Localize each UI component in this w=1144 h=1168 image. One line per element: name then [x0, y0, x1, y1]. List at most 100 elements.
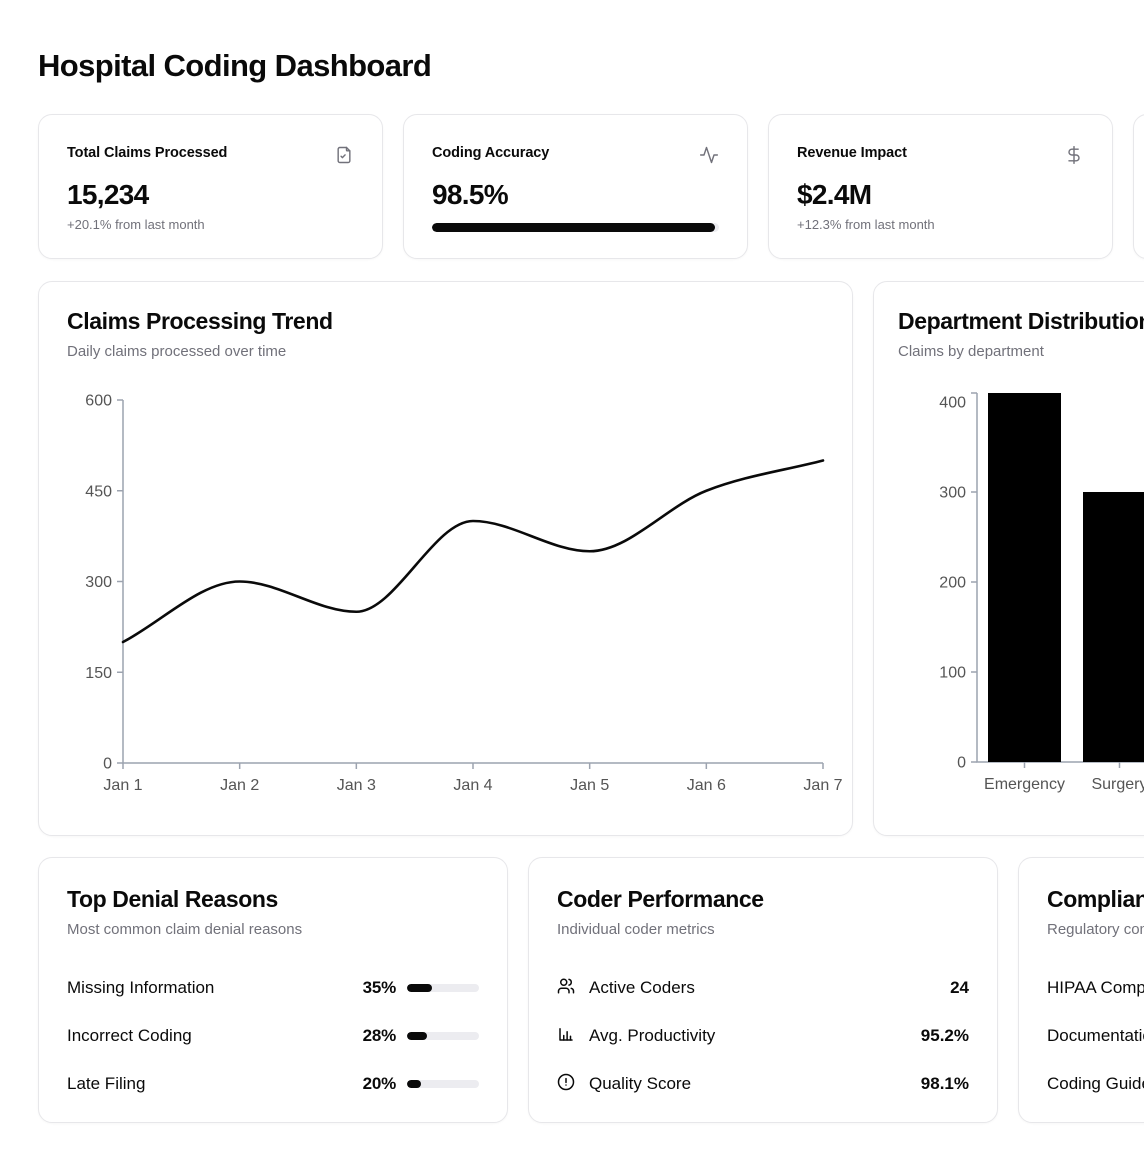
activity-icon — [699, 145, 719, 170]
coder-metric-label: Quality Score — [589, 1074, 692, 1093]
compliance-row: Documentation — [1047, 1012, 1144, 1060]
stat-value: 15,234 — [67, 179, 149, 210]
chart-row: Claims Processing Trend Daily claims pro… — [38, 281, 1144, 836]
stat-value: 98.5% — [432, 179, 509, 210]
svg-text:Jan 7: Jan 7 — [803, 777, 842, 794]
compliance-card: Compliance Status Regulatory compliance … — [1018, 857, 1144, 1123]
stat-card-header: Total Claims Processed — [67, 145, 354, 170]
denial-percent: 28% — [362, 1026, 397, 1045]
coder-performance-card: Coder Performance Individual coder metri… — [528, 857, 998, 1123]
top-denial-reasons-card: Top Denial Reasons Most common claim den… — [38, 857, 508, 1123]
card-title: Compliance Status — [1047, 886, 1144, 912]
coder-metric-left: Active Coders — [557, 977, 695, 1000]
svg-text:Jan 4: Jan 4 — [453, 777, 492, 794]
page-title: Hospital Coding Dashboard — [38, 48, 432, 83]
denial-row-value-group: 20% — [363, 1074, 479, 1094]
svg-text:450: 450 — [85, 483, 112, 500]
stat-card-coding-accuracy: Coding Accuracy 98.5% — [403, 114, 748, 259]
stat-card-total-claims: Total Claims Processed 15,234 +20.1% fro… — [38, 114, 383, 259]
stat-change: +12.3% from last month — [797, 217, 935, 232]
denial-reason-label: Incorrect Coding — [67, 1026, 192, 1045]
coder-metric-label: Avg. Productivity — [589, 1026, 716, 1045]
svg-text:Jan 1: Jan 1 — [103, 777, 142, 794]
svg-text:Surgery: Surgery — [1091, 776, 1144, 793]
compliance-row: Coding Guidelines — [1047, 1060, 1144, 1108]
claims-trend-card: Claims Processing Trend Daily claims pro… — [38, 281, 853, 836]
compliance-rows: HIPAA Compliance Documentation Coding Gu… — [1047, 964, 1144, 1108]
coder-metric-left: Avg. Productivity — [557, 1025, 715, 1048]
coder-metric-value: 98.1% — [920, 1074, 969, 1093]
svg-text:Jan 6: Jan 6 — [687, 777, 726, 794]
compliance-item-label: Coding Guidelines — [1047, 1074, 1144, 1093]
stat-card-header: Coding Accuracy — [432, 145, 719, 170]
denial-reason-label: Late Filing — [67, 1074, 146, 1093]
dashboard-page: Hospital Coding Dashboard Total Claims P… — [38, 48, 1144, 1123]
denial-progress-fill — [407, 1080, 422, 1088]
coder-metric-row: Quality Score 98.1% — [557, 1060, 969, 1108]
coder-rows: Active Coders 24 Avg. Productivity 95.2%… — [557, 964, 969, 1108]
coder-metric-value: 24 — [950, 978, 969, 997]
stat-value: $2.4M — [797, 179, 872, 210]
stat-card-row: Total Claims Processed 15,234 +20.1% fro… — [38, 114, 1144, 259]
stat-change: +20.1% from last month — [67, 217, 205, 232]
alert-circle-icon — [557, 1073, 575, 1096]
department-bar-chart: 0 100 200 300 400 Emergency Surgery — [939, 392, 1144, 793]
svg-text:Jan 5: Jan 5 — [570, 777, 609, 794]
compliance-item-label: Documentation — [1047, 1026, 1144, 1045]
denial-row: Incorrect Coding 28% — [67, 1012, 479, 1060]
bottom-card-row: Top Denial Reasons Most common claim den… — [38, 857, 1144, 1123]
stat-label: Revenue Impact — [797, 145, 907, 161]
compliance-item-label: HIPAA Compliance — [1047, 978, 1144, 997]
denial-percent: 35% — [362, 978, 397, 997]
denial-progress-fill — [407, 1032, 428, 1040]
chart-subtitle: Daily claims processed over time — [67, 343, 287, 360]
denial-progress-track — [407, 1080, 479, 1088]
stat-label: Total Claims Processed — [67, 145, 228, 161]
users-icon — [557, 977, 575, 1000]
card-subtitle: Individual coder metrics — [557, 921, 715, 938]
department-distribution-card: Department Distribution Claims by depart… — [873, 281, 1144, 836]
denial-progress-track — [407, 984, 479, 992]
card-subtitle: Regulatory compliance metrics — [1047, 921, 1144, 938]
svg-text:0: 0 — [957, 755, 966, 772]
svg-text:300: 300 — [939, 485, 966, 502]
coder-metric-left: Quality Score — [557, 1073, 691, 1096]
svg-text:100: 100 — [939, 665, 966, 682]
accuracy-progress-track — [432, 223, 719, 232]
stat-card-header: Revenue Impact — [797, 145, 1084, 170]
svg-text:300: 300 — [85, 574, 112, 591]
claims-trend-line-chart: 0 150 300 450 600 Jan 1 Jan 2 Jan 3 Jan 4 Jan 5 Ja… — [85, 393, 842, 795]
denial-row-value-group: 35% — [363, 978, 479, 998]
stat-label: Coding Accuracy — [432, 145, 550, 161]
coder-metric-value: 95.2% — [920, 1026, 969, 1045]
denial-progress-track — [407, 1032, 479, 1040]
svg-text:0: 0 — [103, 756, 112, 773]
coder-metric-label: Active Coders — [589, 978, 695, 997]
svg-text:Jan 2: Jan 2 — [220, 777, 259, 794]
denial-rows: Missing Information 35% Incorrect Coding… — [67, 964, 479, 1108]
chart-title: Department Distribution — [898, 308, 1144, 334]
svg-text:150: 150 — [85, 665, 112, 682]
stat-card-revenue-impact: Revenue Impact $2.4M +12.3% from last mo… — [768, 114, 1113, 259]
coder-metric-row: Active Coders 24 — [557, 964, 969, 1012]
coder-metric-row: Avg. Productivity 95.2% — [557, 1012, 969, 1060]
svg-text:600: 600 — [85, 393, 112, 410]
svg-text:400: 400 — [939, 395, 966, 412]
svg-text:Emergency: Emergency — [984, 776, 1065, 793]
denial-percent: 20% — [362, 1074, 397, 1093]
card-subtitle: Most common claim denial reasons — [67, 921, 303, 938]
denial-row: Missing Information 35% — [67, 964, 479, 1012]
denial-row-value-group: 28% — [363, 1026, 479, 1046]
bar-chart-icon — [557, 1025, 575, 1048]
chart-title: Claims Processing Trend — [67, 308, 333, 334]
denial-progress-fill — [407, 984, 433, 992]
svg-text:200: 200 — [939, 575, 966, 592]
accuracy-progress-fill — [432, 223, 715, 232]
denial-reason-label: Missing Information — [67, 978, 215, 997]
chart-subtitle: Claims by department — [898, 343, 1044, 360]
card-title: Top Denial Reasons — [67, 886, 278, 912]
file-check-icon — [334, 145, 354, 170]
svg-text:Jan 3: Jan 3 — [337, 777, 376, 794]
denial-row: Late Filing 20% — [67, 1060, 479, 1108]
card-title: Coder Performance — [557, 886, 764, 912]
